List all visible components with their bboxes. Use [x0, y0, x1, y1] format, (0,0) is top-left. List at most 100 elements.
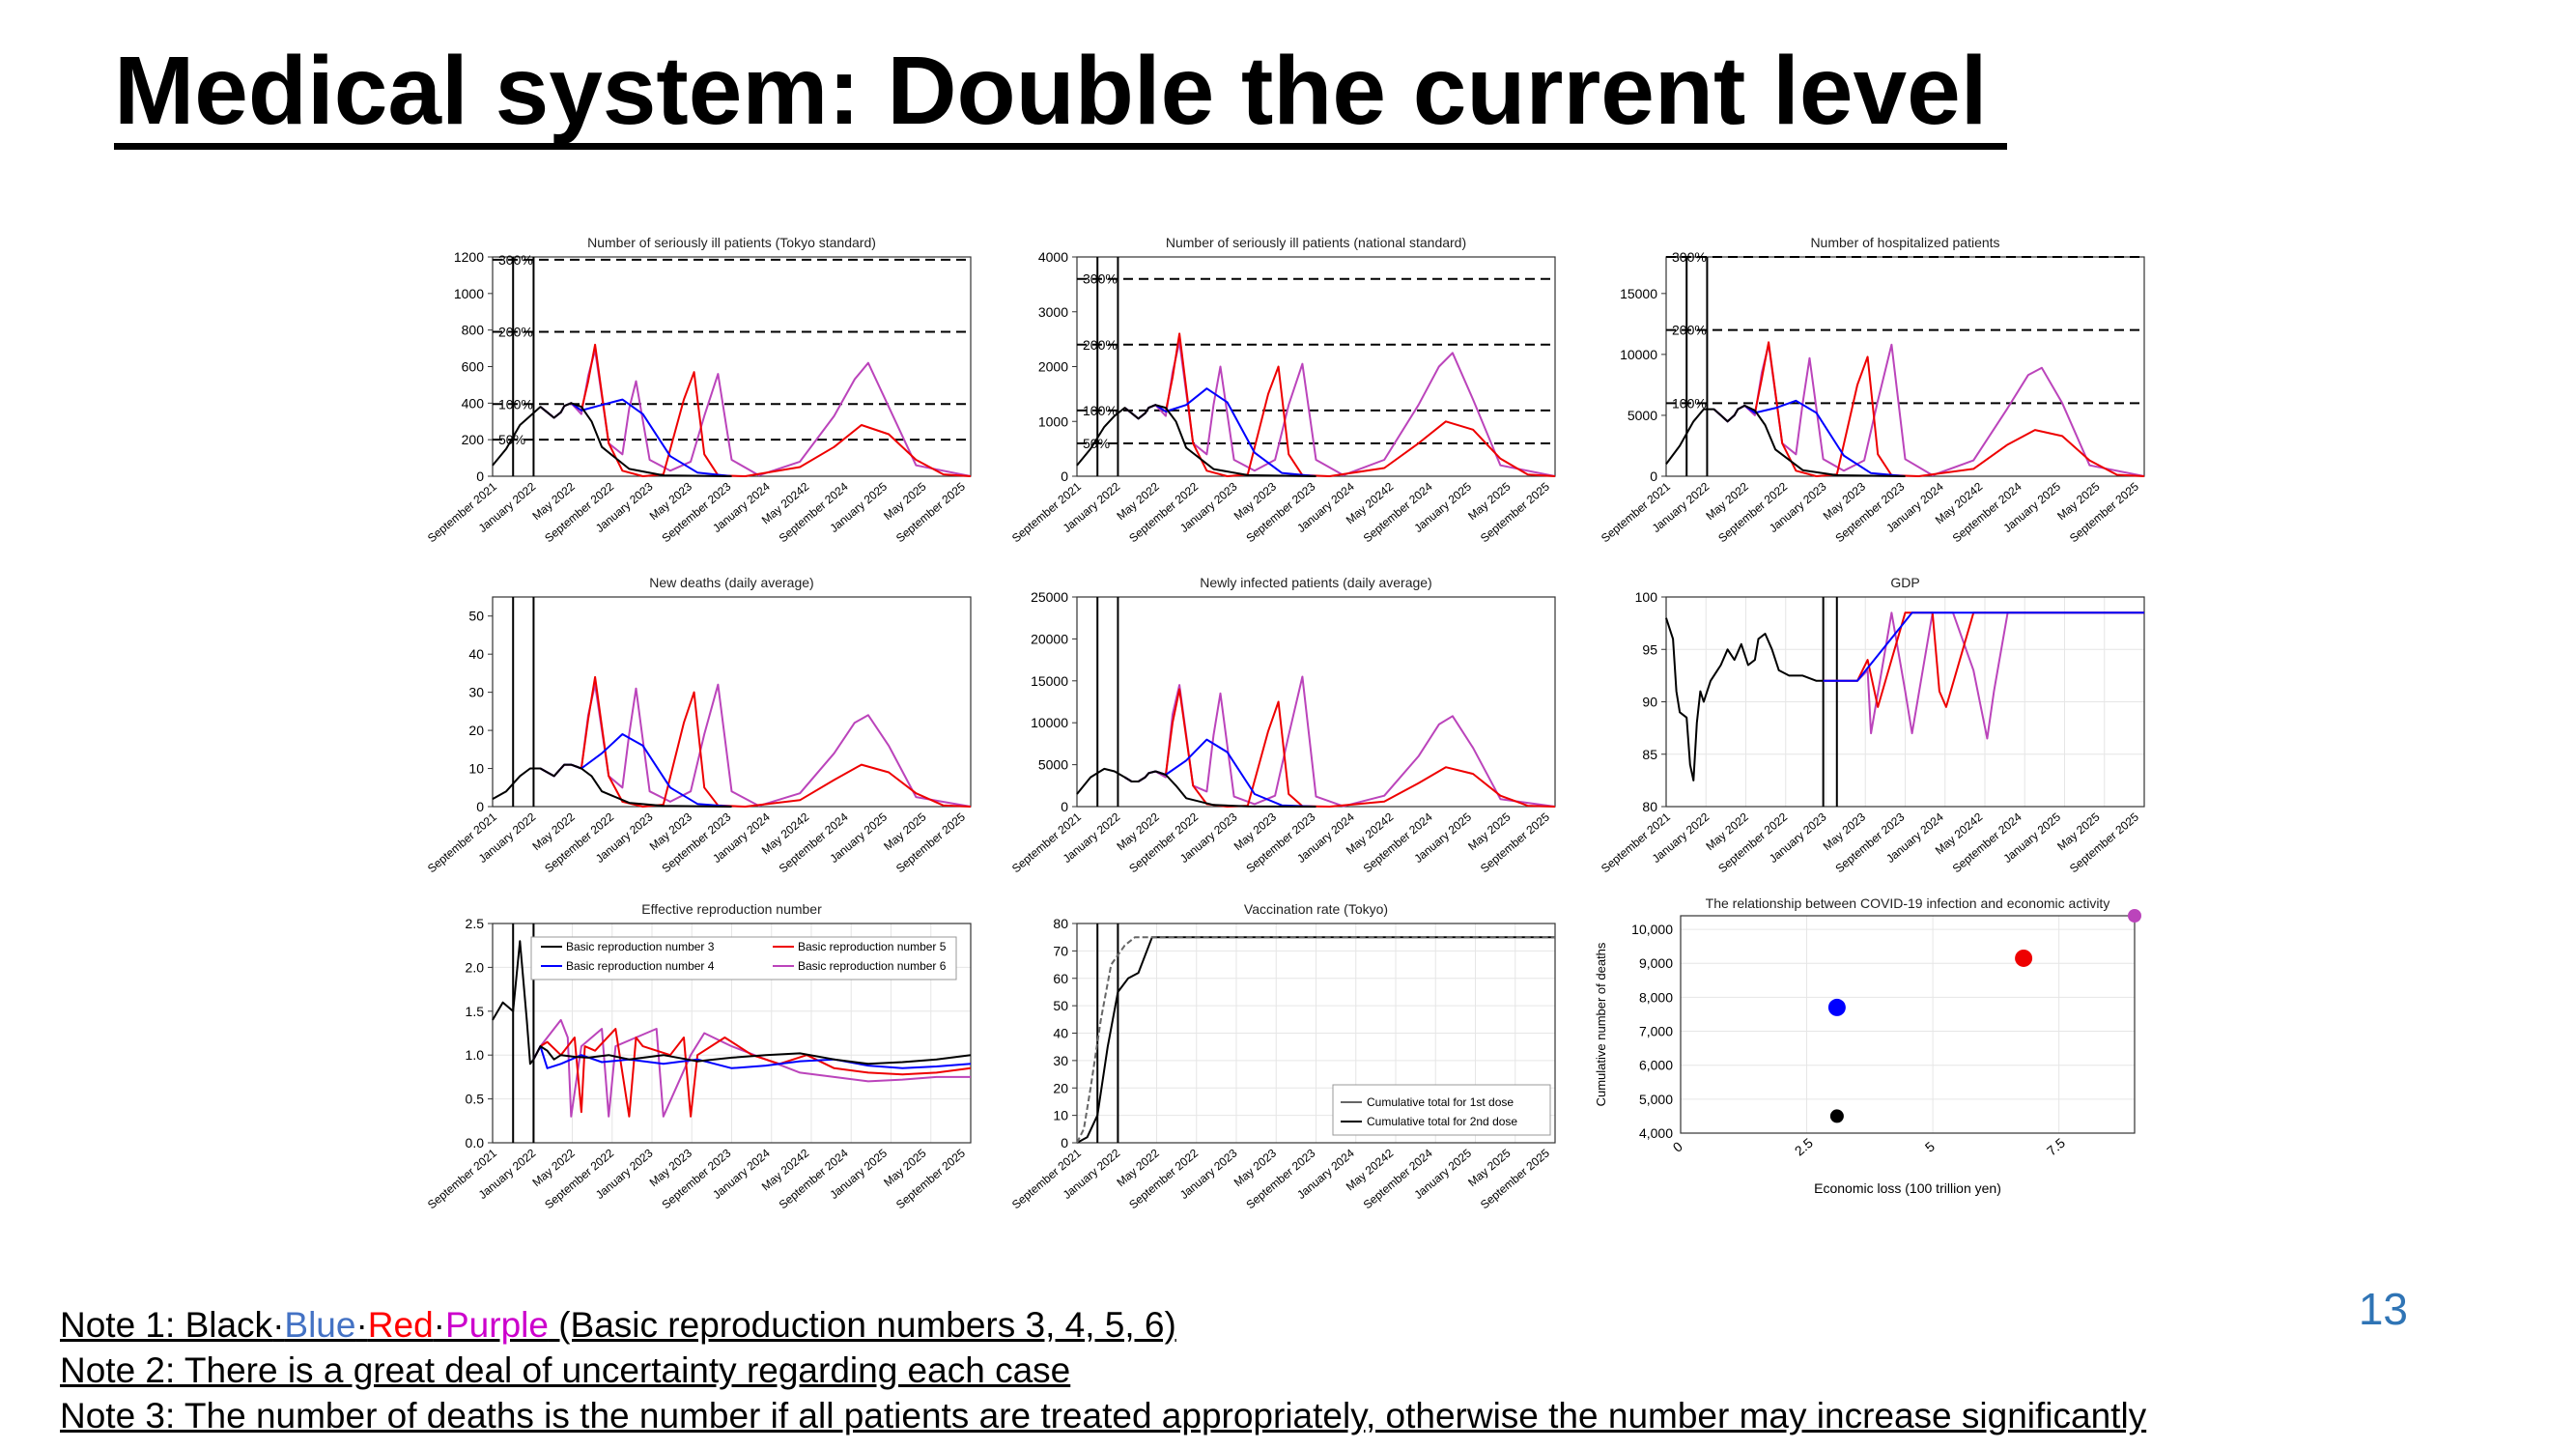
legend-label: Basic reproduction number 5: [798, 940, 947, 953]
y-tick-label: 5000: [1628, 408, 1657, 423]
chart-reproduction-number: Effective reproduction number 0.0 0.5 1.0 1.…: [425, 901, 972, 1211]
reference-line-label: 200%: [1672, 323, 1707, 338]
chart-title: Effective reproduction number: [641, 901, 822, 917]
y-tick-label: 15000: [1031, 673, 1068, 689]
page-number: 13: [2358, 1284, 2408, 1334]
chart-covid-vs-economy: The relationship between COVID-19 infect…: [1594, 895, 2141, 1196]
chart-seriously-ill-tokyo: Number of seriously ill patients (Tokyo …: [425, 235, 972, 545]
x-tick-label: September 2025: [893, 810, 968, 875]
series-line-blue: [1123, 738, 1316, 808]
y-tick-label: 20: [468, 723, 484, 738]
y-tick-label: 50: [1053, 998, 1068, 1013]
plot-frame: [1665, 256, 2145, 477]
y-tick-label: 10000: [1620, 347, 1657, 362]
x-tick-label: September 2025: [1478, 810, 1552, 875]
series-line-blue: [532, 1045, 972, 1069]
series-line-red: [1713, 341, 2145, 477]
x-tick-label: September 2024: [777, 479, 851, 545]
legend-label: Basic reproduction number 6: [798, 959, 947, 973]
series-line-black: [1076, 767, 1316, 808]
note-red: Red: [367, 1305, 434, 1345]
series-line-black: [1665, 617, 1824, 781]
y-tick-label: 10000: [1031, 715, 1068, 730]
note-purple: Purple: [445, 1305, 549, 1345]
y-tick-label: 30: [1053, 1053, 1068, 1068]
y-tick-label: 0: [1650, 469, 1657, 484]
x-tick-label: September 2023: [1243, 810, 1317, 875]
series-line-purple: [532, 1018, 971, 1118]
x-tick-label: September 2023: [1832, 479, 1907, 545]
y-tick-label: 25000: [1031, 589, 1068, 605]
note-dot: ·: [433, 1305, 445, 1345]
x-tick-label: September 2023: [1243, 479, 1317, 545]
x-tick-label: September 2024: [1361, 1146, 1435, 1211]
y-tick-label: 5,000: [1639, 1092, 1673, 1107]
note-1: Note 1: Black·Blue·Red·Purple (Basic rep…: [60, 1302, 2146, 1348]
x-tick-label: September 2021: [1009, 810, 1084, 875]
y-tick-label: 3000: [1038, 304, 1068, 320]
x-tick-label: September 2023: [1243, 1146, 1317, 1211]
legend-box: [530, 936, 957, 980]
series-line-black: [492, 402, 732, 477]
series-line-black: [1665, 404, 1906, 477]
x-tick-label: September 2021: [425, 1146, 499, 1211]
plot-frame: [1076, 596, 1556, 808]
chart-vaccination-rate: Vaccination rate (Tokyo) 0 10 20 30 40 50 60 70 8…: [1009, 901, 1556, 1211]
y-tick-label: 20000: [1031, 631, 1068, 646]
note-1-suffix: (Basic reproduction numbers 3, 4, 5, 6): [548, 1305, 1176, 1345]
y-tick-label: 1000: [1038, 413, 1068, 429]
series-line-red: [1123, 332, 1556, 477]
x-tick-label: September 2025: [893, 479, 968, 545]
y-tick-label: 0: [476, 799, 484, 814]
y-tick-label: 50: [468, 609, 484, 624]
x-tick-label: September 2022: [1126, 810, 1201, 875]
x-tick-label: September 2022: [542, 479, 616, 545]
note-3: Note 3: The number of deaths is the numb…: [60, 1396, 2147, 1435]
x-tick-label: 5: [1922, 1138, 1938, 1154]
y-tick-label: 0: [476, 469, 484, 484]
chart-new-deaths: New deaths (daily average) 0 10 20 30 40 50 Sep…: [425, 575, 972, 875]
note-blue: Blue: [284, 1305, 356, 1345]
chart-title: New deaths (daily average): [649, 575, 813, 590]
y-tick-label: 2.0: [466, 959, 485, 975]
y-tick-label: 10: [468, 761, 484, 777]
x-tick-label: September 2025: [2067, 810, 2141, 875]
x-tick-label: 7.5: [2044, 1135, 2068, 1159]
y-tick-label: 1000: [454, 286, 484, 301]
plot-frame: [492, 923, 972, 1144]
series-line-black: [492, 763, 732, 808]
y-tick-label: 60: [1053, 971, 1068, 986]
y-tick-label: 8,000: [1639, 989, 1673, 1005]
scatter-point-blue: [1827, 998, 1846, 1016]
series-line-666666: [1076, 936, 1555, 1144]
y-tick-label: 400: [462, 395, 485, 411]
note-dot: ·: [272, 1305, 285, 1345]
y-tick-label: 0.5: [466, 1092, 485, 1107]
chart-title: Number of hospitalized patients: [1810, 235, 1999, 250]
legend-box: [1332, 1084, 1551, 1136]
reference-line-label: 200%: [1083, 337, 1118, 353]
reference-line-label: 200%: [498, 325, 533, 340]
legend-label: Basic reproduction number 4: [566, 959, 715, 973]
reference-line-label: 300%: [1672, 249, 1707, 265]
x-tick-label: September 2021: [425, 810, 499, 875]
x-tick-label: 0: [1670, 1138, 1685, 1154]
y-tick-label: 1.0: [466, 1047, 485, 1063]
y-tick-label: 5000: [1038, 757, 1068, 773]
y-tick-label: 600: [462, 359, 485, 375]
chart-title: GDP: [1890, 575, 1919, 590]
y-tick-label: 80: [1642, 799, 1657, 814]
scatter-point-black: [1829, 1109, 1844, 1123]
y-tick-label: 9,000: [1639, 955, 1673, 971]
x-tick-label: September 2022: [542, 810, 616, 875]
y-tick-label: 30: [468, 685, 484, 700]
y-tick-label: 40: [468, 646, 484, 662]
y-tick-label: 90: [1642, 695, 1657, 710]
x-tick-label: September 2021: [1599, 810, 1673, 875]
x-tick-label: September 2021: [425, 479, 499, 545]
y-tick-label: 2000: [1038, 359, 1068, 375]
legend-label: Cumulative total for 1st dose: [1367, 1095, 1514, 1109]
x-tick-label: September 2024: [777, 810, 851, 875]
x-tick-label: September 2025: [1478, 479, 1552, 545]
